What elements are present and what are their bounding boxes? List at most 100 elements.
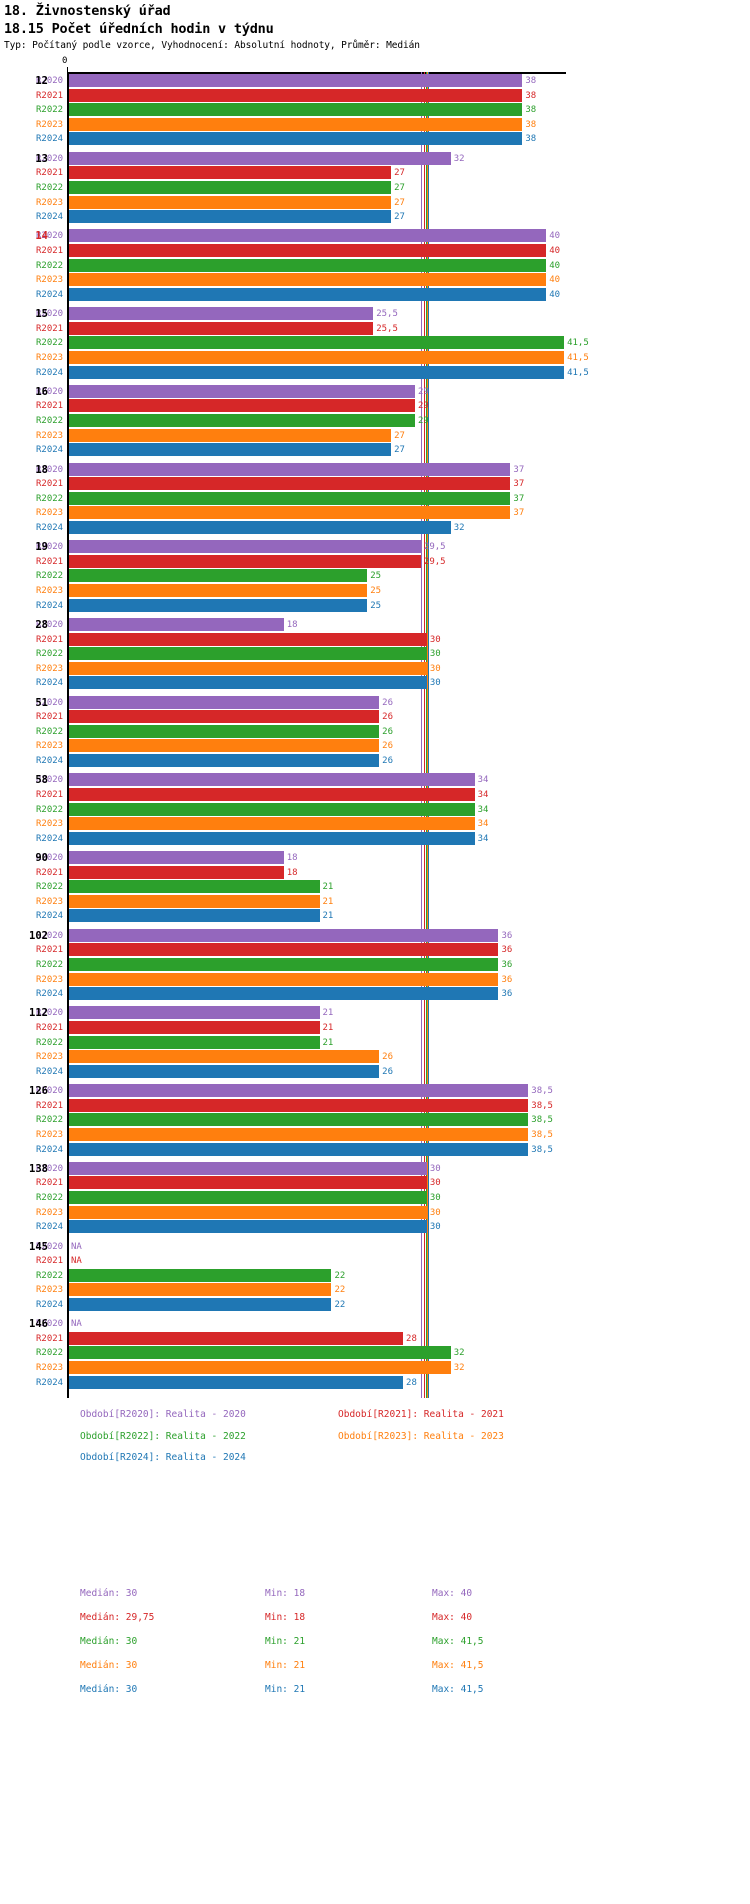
bar[interactable] xyxy=(69,229,547,243)
bar[interactable] xyxy=(69,1268,332,1282)
bar[interactable] xyxy=(69,1142,529,1156)
bar[interactable] xyxy=(69,350,565,364)
bar[interactable] xyxy=(69,851,284,864)
bar[interactable] xyxy=(69,74,523,87)
bar[interactable] xyxy=(69,957,499,971)
bar[interactable] xyxy=(69,661,427,675)
bar[interactable] xyxy=(69,103,523,117)
bar[interactable] xyxy=(69,724,380,738)
bar[interactable] xyxy=(69,540,421,554)
bar[interactable] xyxy=(69,632,427,646)
bar[interactable] xyxy=(69,909,320,923)
bar[interactable] xyxy=(69,617,284,631)
bar[interactable] xyxy=(69,865,284,879)
bar[interactable] xyxy=(69,1331,404,1345)
series-label-r2021: R2021 xyxy=(36,479,64,490)
bar[interactable] xyxy=(69,166,392,180)
bar[interactable] xyxy=(69,739,380,753)
bar[interactable] xyxy=(69,880,320,894)
bar[interactable] xyxy=(69,817,475,831)
legend-item[interactable]: Období[R2021]: Realita - 2021 xyxy=(338,1409,504,1420)
bar[interactable] xyxy=(69,151,451,165)
bar[interactable] xyxy=(69,1220,427,1234)
bar[interactable] xyxy=(69,754,380,768)
bar[interactable] xyxy=(69,287,547,301)
legend-item[interactable]: Období[R2023]: Realita - 2023 xyxy=(338,1430,504,1442)
bar-value-label: 34 xyxy=(477,819,489,830)
bar[interactable] xyxy=(69,831,475,845)
bar[interactable] xyxy=(69,365,565,379)
group-label: 18 xyxy=(35,463,48,476)
bar[interactable] xyxy=(69,491,511,505)
bar[interactable] xyxy=(69,943,499,957)
bar-value-label: 29 xyxy=(417,416,429,427)
bar[interactable] xyxy=(69,1006,320,1020)
bar[interactable] xyxy=(69,117,523,131)
bar-value-label: 37 xyxy=(513,508,525,519)
bar[interactable] xyxy=(69,132,523,146)
bar-value-label: 26 xyxy=(382,741,394,752)
bar[interactable] xyxy=(69,928,499,942)
bar[interactable] xyxy=(69,477,511,491)
bar[interactable] xyxy=(69,1113,529,1127)
bar[interactable] xyxy=(69,695,380,709)
median-reference-line xyxy=(423,72,425,1398)
bar[interactable] xyxy=(69,1176,427,1190)
bar[interactable] xyxy=(69,972,499,986)
bar[interactable] xyxy=(69,88,523,102)
bar[interactable] xyxy=(69,584,368,598)
bar[interactable] xyxy=(69,554,421,568)
bar[interactable] xyxy=(69,987,499,1001)
bar[interactable] xyxy=(69,428,392,442)
bar[interactable] xyxy=(69,210,392,224)
bar[interactable] xyxy=(69,462,511,476)
bar[interactable] xyxy=(69,414,415,428)
bar[interactable] xyxy=(69,336,565,350)
legend-item[interactable]: Období[R2022]: Realita - 2022 xyxy=(80,1430,246,1442)
bar[interactable] xyxy=(69,244,547,258)
bar-value-na: NA xyxy=(71,1319,82,1330)
bar[interactable] xyxy=(69,1064,380,1078)
bar[interactable] xyxy=(69,1346,451,1360)
legend-item[interactable]: Období[R2024]: Realita - 2024 xyxy=(80,1452,246,1463)
bar[interactable] xyxy=(69,443,392,457)
bar[interactable] xyxy=(69,1161,427,1175)
bar[interactable] xyxy=(69,1127,529,1141)
bar[interactable] xyxy=(69,676,427,690)
bar[interactable] xyxy=(69,506,511,520)
bar[interactable] xyxy=(69,1098,529,1112)
bar[interactable] xyxy=(69,1297,332,1311)
bar-value-label: 18 xyxy=(286,619,298,630)
bar[interactable] xyxy=(69,1050,380,1064)
bar[interactable] xyxy=(69,180,392,194)
bar[interactable] xyxy=(69,384,415,398)
bar[interactable] xyxy=(69,1191,427,1205)
bar[interactable] xyxy=(69,1084,529,1098)
bar[interactable] xyxy=(69,569,368,583)
legend-item[interactable]: Období[R2020]: Realita - 2020 xyxy=(80,1409,246,1420)
bar[interactable] xyxy=(69,894,320,908)
bar[interactable] xyxy=(69,273,547,287)
bar[interactable] xyxy=(69,710,380,724)
bar[interactable] xyxy=(69,520,451,534)
bar[interactable] xyxy=(69,399,415,413)
stat-min: Min: 18 xyxy=(265,1612,306,1623)
bar[interactable] xyxy=(69,1361,451,1375)
bar-value-label: 21 xyxy=(322,1023,334,1034)
bar[interactable] xyxy=(69,307,374,321)
bar[interactable] xyxy=(69,1035,320,1049)
bar[interactable] xyxy=(69,1283,332,1297)
bar[interactable] xyxy=(69,195,392,209)
bar[interactable] xyxy=(69,773,475,787)
bar[interactable] xyxy=(69,647,427,661)
bar[interactable] xyxy=(69,1205,427,1219)
bar[interactable] xyxy=(69,1021,320,1035)
bar-value-label: 18 xyxy=(286,867,298,878)
legend: Období[R2020]: Realita - 2020 Období[R202… xyxy=(0,1410,750,1475)
bar[interactable] xyxy=(69,258,547,272)
bar[interactable] xyxy=(69,598,368,612)
bar[interactable] xyxy=(69,787,475,801)
bar[interactable] xyxy=(69,1375,404,1389)
bar[interactable] xyxy=(69,321,374,335)
bar[interactable] xyxy=(69,802,475,816)
